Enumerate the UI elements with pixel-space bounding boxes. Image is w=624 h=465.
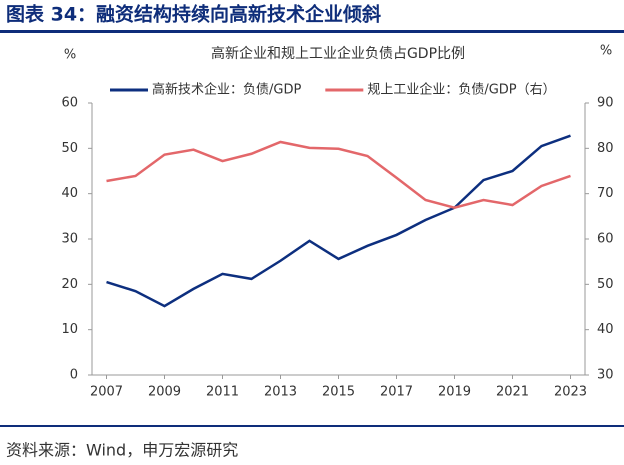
y-tick-label: 10 <box>61 322 78 337</box>
legend-label: 高新技术企业：负债/GDP <box>152 82 301 98</box>
x-tick-label: 2021 <box>496 385 529 400</box>
source-rule <box>0 425 624 427</box>
x-tick-label: 2019 <box>438 385 471 400</box>
source: 资料来源：Wind，申万宏源研究 <box>6 441 238 460</box>
y-tick-label: 20 <box>61 277 78 292</box>
y-tick-label: 60 <box>61 96 78 111</box>
page-title: 图表 34：融资结构持续向高新技术企业倾斜 <box>6 3 381 26</box>
y2-tick-label: 60 <box>597 232 614 247</box>
y2-tick-label: 70 <box>597 186 614 201</box>
x-tick-label: 2007 <box>90 385 123 400</box>
series-line <box>106 140 571 210</box>
x-tick-label: 2015 <box>322 385 355 400</box>
y-tick-label: 40 <box>61 186 78 201</box>
title-rule <box>0 30 624 33</box>
y2-tick-label: 90 <box>597 96 614 111</box>
series-line <box>106 134 571 308</box>
y2-axis-label: % <box>600 44 612 59</box>
x-tick-label: 2023 <box>554 385 587 400</box>
y2-tick-label: 30 <box>597 368 614 383</box>
x-tick-label: 2017 <box>380 385 413 400</box>
y-tick-label: 50 <box>61 141 78 156</box>
y2-tick-label: 40 <box>597 322 614 337</box>
legend-label: 规上工业企业：负债/GDP（右） <box>367 82 555 98</box>
y-axis-label: % <box>64 48 76 63</box>
chart-title: 高新企业和规上工业企业负债占GDP比例 <box>211 45 465 62</box>
x-tick-label: 2013 <box>264 385 297 400</box>
y-tick-label: 30 <box>61 232 78 247</box>
y2-tick-label: 80 <box>597 141 614 156</box>
x-tick-label: 2009 <box>148 385 181 400</box>
y2-tick-label: 50 <box>597 277 614 292</box>
y-tick-label: 0 <box>70 368 78 383</box>
x-tick-label: 2011 <box>206 385 239 400</box>
